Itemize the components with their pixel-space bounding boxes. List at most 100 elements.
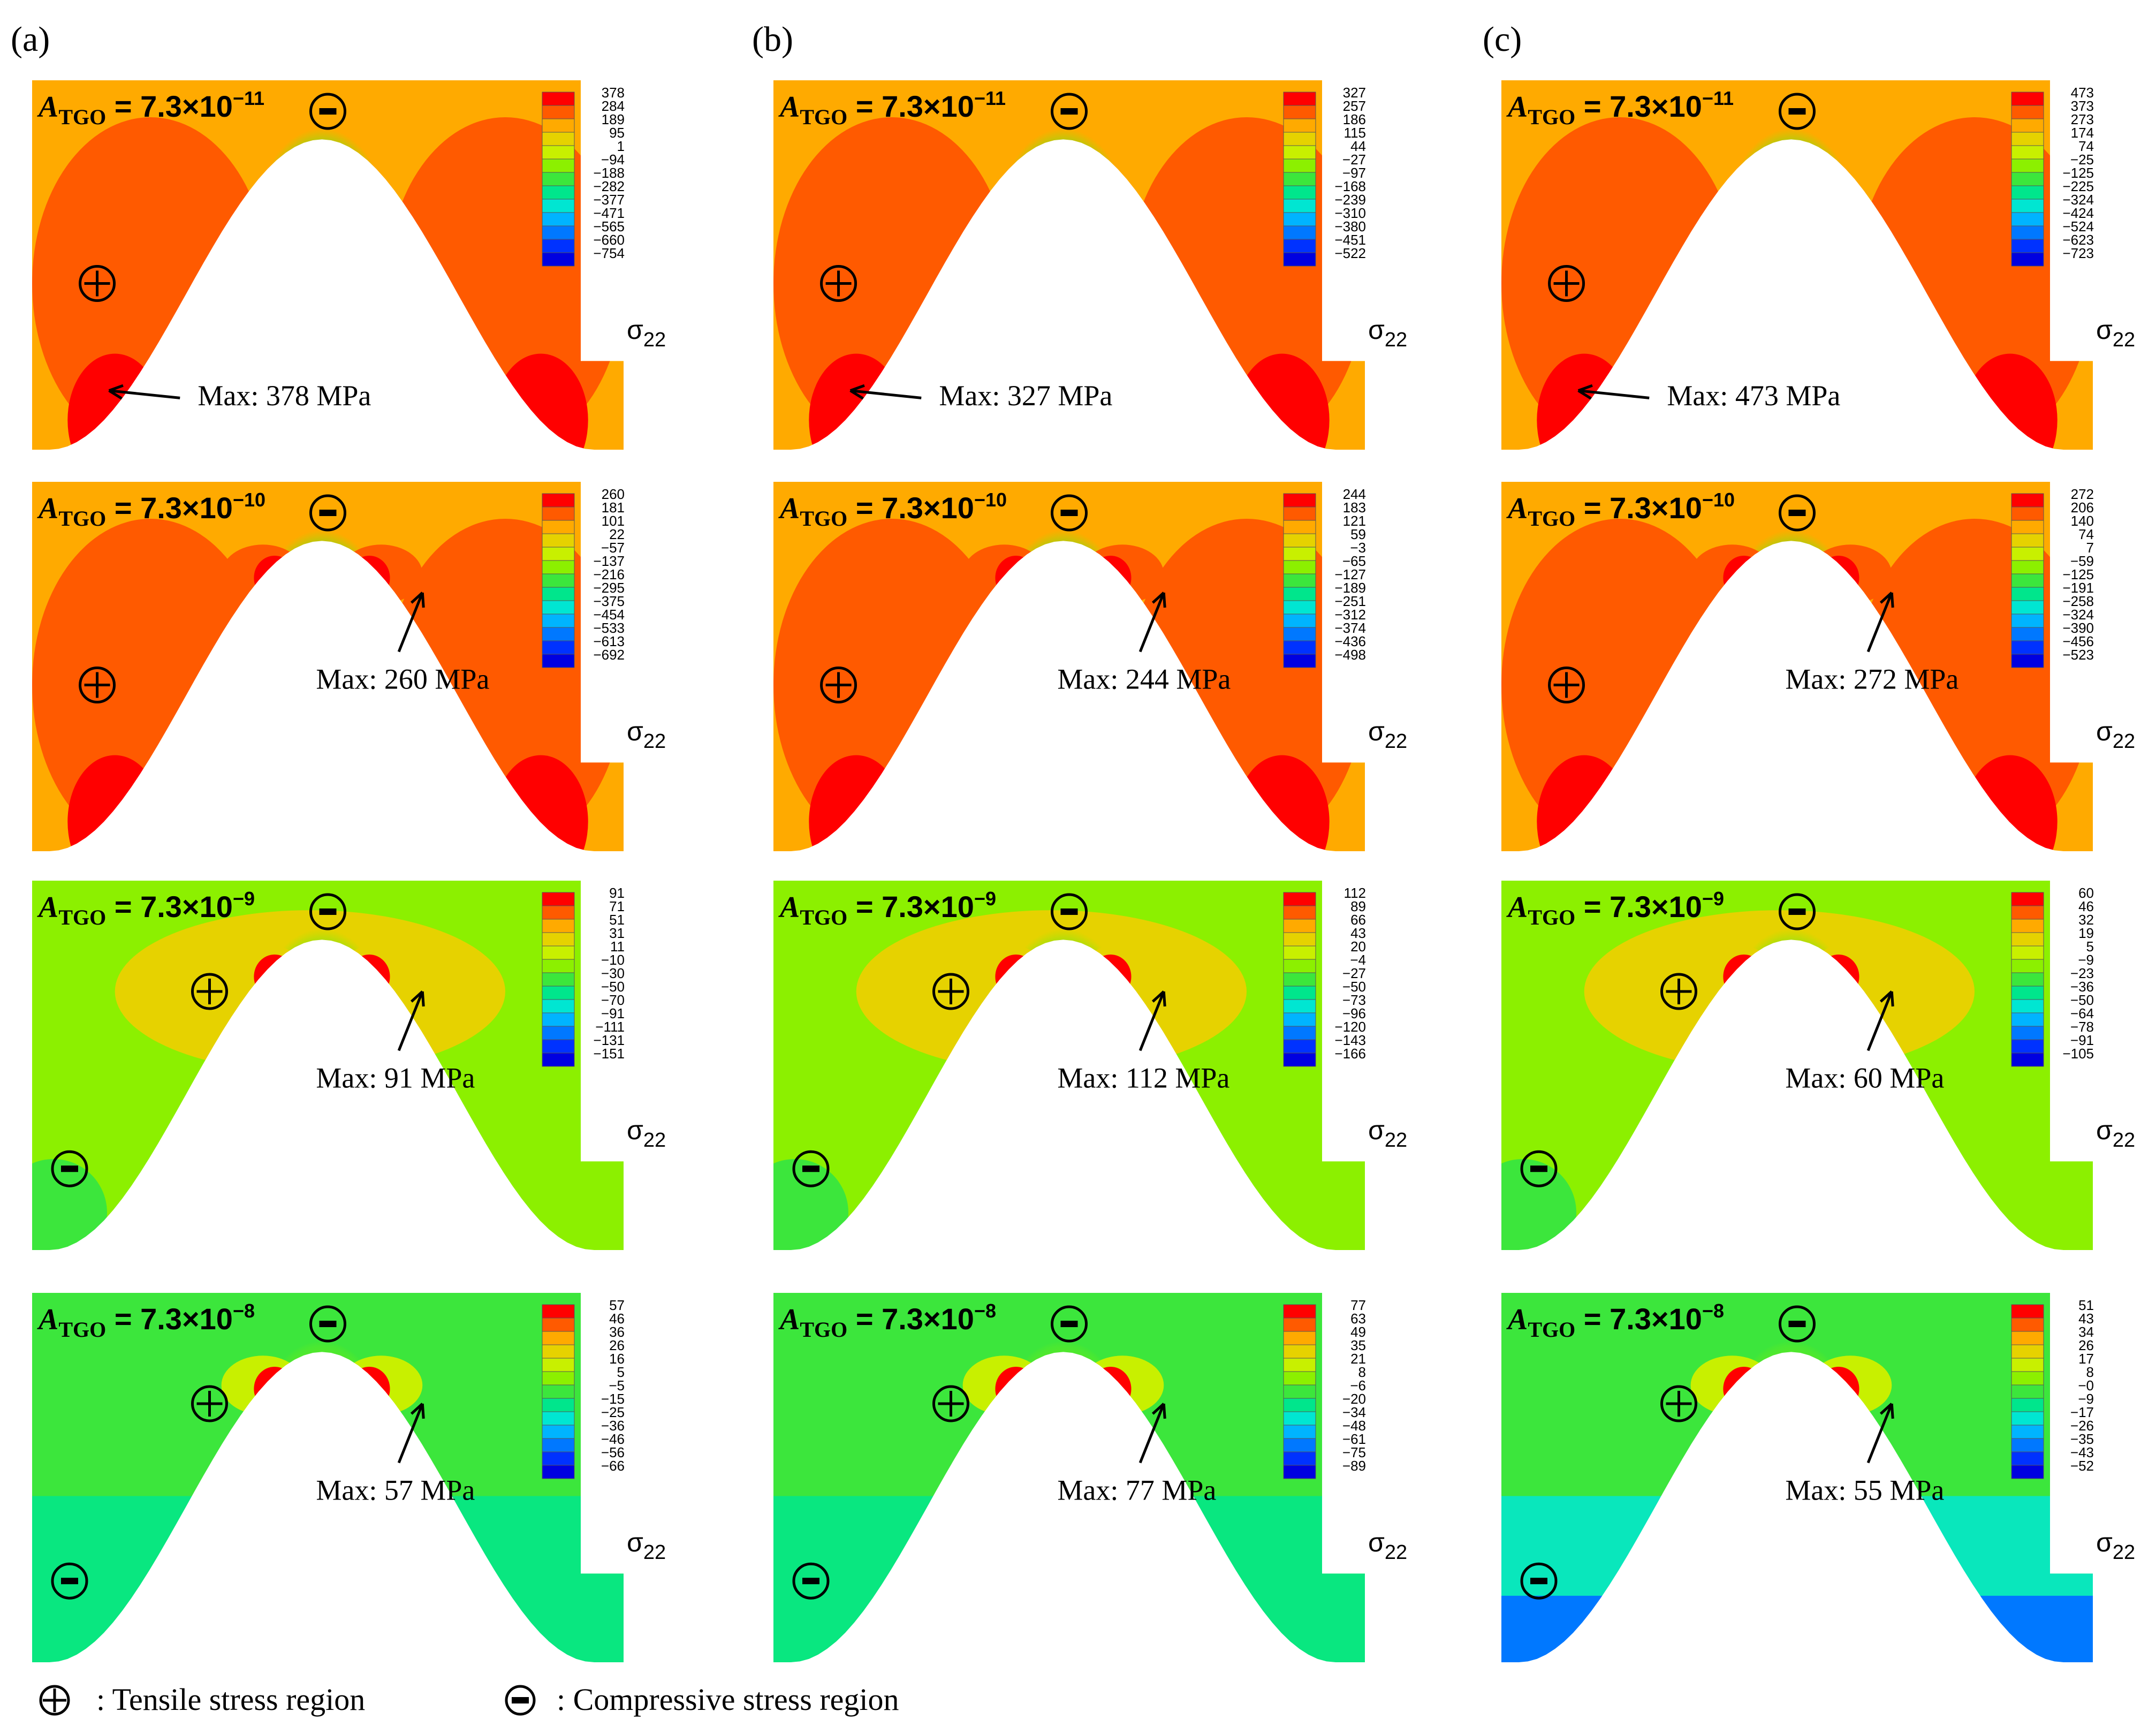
legend-tick: 60	[2078, 885, 2094, 901]
legend-tick: −64	[2070, 1005, 2094, 1021]
legend-swatch	[1283, 640, 1316, 655]
legend-tick: 112	[1344, 885, 1366, 901]
color-legend: 272206140747−59−125−191−258−324−390−456−…	[2011, 486, 2094, 668]
legend-swatch	[1283, 132, 1316, 146]
legend-tick: 77	[1350, 1297, 1366, 1313]
legend-swatch	[2011, 640, 2044, 655]
legend-tick: −78	[2070, 1019, 2094, 1035]
sigma-label: σ22	[2096, 1115, 2135, 1152]
legend-tick: 244	[1343, 486, 1366, 502]
legend-swatch	[2011, 627, 2044, 641]
legend-tick: −75	[1342, 1444, 1366, 1460]
legend-swatch	[2011, 1411, 2044, 1426]
legend-swatch	[1283, 1438, 1316, 1452]
max-arrow	[1138, 991, 1165, 1051]
column-label: (c)	[1483, 20, 1522, 59]
legend-tick: −10	[601, 952, 625, 968]
color-legend: 378284189951−94−188−282−377−471−565−660−…	[542, 85, 625, 267]
legend-tick: −125	[2062, 165, 2094, 181]
legend-tick: −52	[2070, 1458, 2094, 1474]
legend-tick: −70	[601, 992, 625, 1008]
legend-tick: 373	[2071, 98, 2094, 114]
legend-swatch	[542, 1012, 575, 1027]
legend-swatch	[1283, 892, 1316, 906]
sigma-label: σ22	[1368, 1115, 1407, 1152]
legend-tick: 46	[609, 1311, 625, 1327]
legend-swatch	[2011, 1358, 2044, 1372]
legend-swatch	[542, 239, 575, 253]
legend-tick: −324	[2062, 192, 2094, 208]
compressive-marker-icon	[1051, 494, 1088, 532]
legend-swatch	[1283, 172, 1316, 186]
legend-swatch	[1283, 1317, 1316, 1332]
tensile-marker-icon	[932, 973, 969, 1010]
legend-swatch	[1283, 1052, 1316, 1067]
legend-swatch	[2011, 145, 2044, 160]
legend-tick: 66	[1350, 912, 1366, 928]
compressive-marker-icon	[1520, 1150, 1558, 1187]
legend-tick: 272	[2071, 486, 2094, 502]
legend-swatch	[1283, 506, 1316, 521]
legend-swatch	[1283, 932, 1316, 946]
legend-tick: 35	[1350, 1337, 1366, 1353]
legend-swatch	[1283, 212, 1316, 226]
legend-swatch	[2011, 1451, 2044, 1466]
legend-tick: −623	[2062, 232, 2094, 248]
legend-swatch	[1283, 905, 1316, 920]
legend-tick: 273	[2071, 111, 2094, 127]
legend-tick: −127	[1334, 566, 1366, 582]
substrate-bump	[791, 1352, 1336, 1662]
legend-swatch	[542, 225, 575, 240]
legend-swatch	[2011, 199, 2044, 213]
legend-tick: −6	[1350, 1377, 1366, 1394]
legend-tick: 43	[1350, 925, 1366, 941]
legend-tick: 59	[1350, 526, 1366, 542]
legend-tick: 57	[609, 1297, 625, 1313]
legend-tick: 26	[609, 1337, 625, 1353]
max-arrow	[850, 389, 922, 399]
legend-tick: −9	[2078, 1391, 2094, 1407]
legend-tick: −498	[1334, 647, 1366, 663]
legend-swatch	[542, 105, 575, 119]
legend-tick: −89	[1342, 1458, 1366, 1474]
legend-swatch	[542, 158, 575, 173]
panel-title: ATGO = 7.3×10−11	[1506, 87, 1734, 129]
compressive-marker-icon	[1779, 494, 1816, 532]
legend-swatch	[542, 199, 575, 213]
legend-tick: 22	[609, 526, 625, 542]
legend-tick: −424	[2062, 205, 2094, 221]
legend-tick: 121	[1343, 513, 1366, 529]
legend-tick: 473	[2071, 85, 2094, 101]
legend-tick: −91	[601, 1005, 625, 1021]
legend-swatch	[2011, 520, 2044, 534]
panel-title: ATGO = 7.3×10−9	[37, 888, 255, 929]
max-label: Max: 77 MPa	[1057, 1474, 1216, 1506]
legend-swatch	[2011, 506, 2044, 521]
legend-tick: 74	[2078, 526, 2094, 542]
legend-swatch	[2011, 172, 2044, 186]
legend-tick: −91	[2070, 1032, 2094, 1048]
legend-tick: 1	[617, 138, 625, 154]
substrate-bump	[1519, 541, 2064, 851]
legend-swatch	[542, 959, 575, 973]
legend-swatch	[542, 1026, 575, 1040]
legend-tick: −692	[593, 647, 625, 663]
legend-swatch	[542, 1317, 575, 1332]
legend-tick: 7	[2086, 540, 2094, 556]
legend-tick: −471	[593, 205, 625, 221]
legend-swatch	[2011, 1371, 2044, 1385]
tensile-marker-icon	[191, 973, 228, 1010]
legend-swatch	[2011, 1398, 2044, 1412]
substrate-bump	[791, 139, 1336, 450]
legend-swatch	[1283, 1411, 1316, 1426]
legend-tick: −111	[595, 1019, 625, 1035]
legend-swatch	[1283, 1026, 1316, 1040]
legend-swatch	[1283, 1344, 1316, 1359]
substrate-bump	[49, 541, 595, 851]
legend-tick: −375	[593, 593, 625, 609]
legend-swatch	[1283, 1384, 1316, 1399]
